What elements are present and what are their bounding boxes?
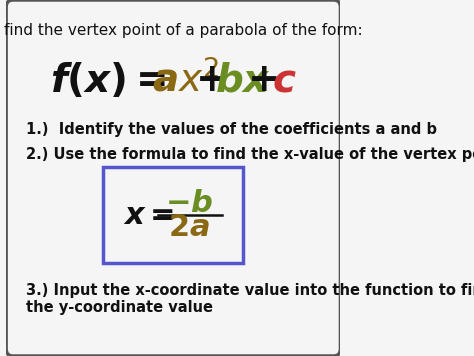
Text: $\boldsymbol{+\ }$: $\boldsymbol{+\ }$ [247, 61, 277, 99]
Text: $\boldsymbol{bx}$: $\boldsymbol{bx}$ [215, 61, 271, 99]
Text: To find the vertex point of a parabola of the form:: To find the vertex point of a parabola o… [0, 23, 363, 38]
Text: 2.) Use the formula to find the x-value of the vertex point: 2.) Use the formula to find the x-value … [26, 147, 474, 162]
Text: 3.) Input the x-coordinate value into the function to find: 3.) Input the x-coordinate value into th… [26, 283, 474, 298]
Text: $\boldsymbol{-b}$: $\boldsymbol{-b}$ [165, 189, 213, 218]
Text: $\boldsymbol{c}$: $\boldsymbol{c}$ [272, 61, 297, 99]
Text: $\boldsymbol{ax^2}$: $\boldsymbol{ax^2}$ [152, 60, 219, 100]
FancyBboxPatch shape [103, 167, 244, 263]
Text: 1.)  Identify the values of the coefficients a and b: 1.) Identify the values of the coefficie… [26, 122, 437, 137]
Text: $\boldsymbol{2a}$: $\boldsymbol{2a}$ [168, 213, 210, 242]
Text: $\boldsymbol{f(x) =\ }$: $\boldsymbol{f(x) =\ }$ [50, 61, 165, 100]
Text: $\boldsymbol{x =\ }$: $\boldsymbol{x =\ }$ [123, 201, 174, 230]
Text: the y-coordinate value: the y-coordinate value [26, 300, 213, 315]
Text: $\boldsymbol{+\ }$: $\boldsymbol{+\ }$ [195, 61, 226, 99]
FancyBboxPatch shape [6, 0, 340, 356]
